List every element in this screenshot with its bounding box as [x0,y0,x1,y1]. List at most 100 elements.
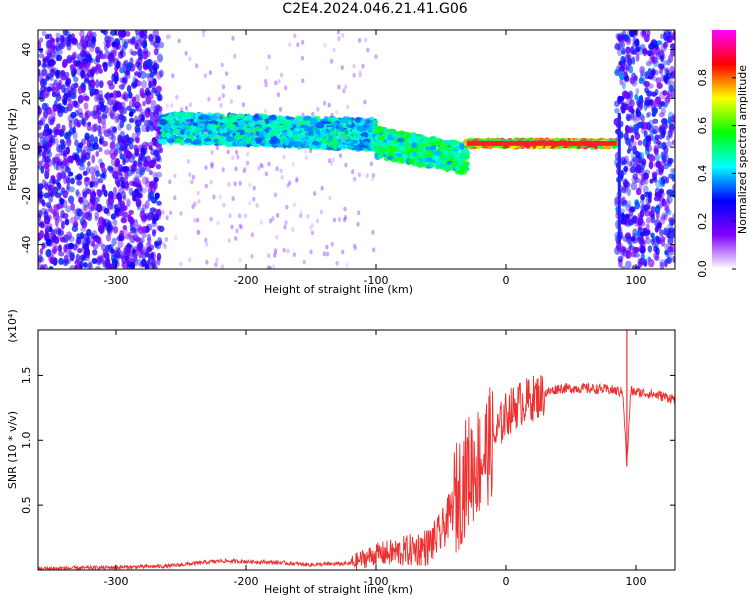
spectrogram-region-3 [388,145,397,153]
spectrogram-region-1 [136,192,144,199]
spectrogram-region-1 [38,53,45,59]
spectrogram-region-1 [144,155,152,165]
spectrogram-region-1 [111,193,118,200]
spectrogram-region-1 [76,122,81,128]
spectrogram-region-1 [40,85,47,93]
spectrogram-region-1 [48,43,55,53]
spectrogram-region-1 [87,260,93,269]
spectrogram-region-1 [134,94,140,103]
spectrogram-region-2 [161,131,166,138]
spectrogram-region-1 [111,73,116,82]
spectrogram-region-5 [637,140,643,146]
spectrogram-region-1 [121,205,128,211]
spectrogram-region-5 [651,171,658,178]
spectrogram-region-1 [123,41,129,49]
spectrogram-region-1 [129,235,136,244]
spectrogram-region-1 [65,40,72,47]
spectrogram-region-1 [115,75,120,82]
spectrogram-region-3 [412,151,418,157]
spectrogram-region-1 [155,85,162,93]
spectrogram-region-1 [156,126,161,134]
spectrogram-region-5 [630,182,638,191]
spectrogram-region-3 [382,131,389,137]
spectrogram-region-1 [38,40,42,50]
spectrogram-region-1 [142,30,148,36]
spectrogram-region-1 [93,110,98,116]
spectrogram-region-1 [159,69,164,78]
spectrogram-region-1 [141,231,147,239]
spectrogram-region-1 [152,120,157,130]
spectrogram-region-5 [652,176,658,183]
spectrogram-region-1 [55,162,60,171]
spectrogram-region-1 [153,106,159,115]
spectrogram-region-1 [87,262,93,269]
spectrogram-region-1 [87,209,92,218]
spectrogram-region-1 [150,99,157,109]
spectrogram-region-1 [41,30,47,36]
spectrogram-region-1 [82,250,87,259]
spectrogram-region-1 [139,36,145,43]
spectrogram-region-1 [51,246,58,255]
spectrogram-region-5 [645,100,651,109]
spectrogram-region-5 [664,75,671,85]
spectrogram-region-1 [95,170,100,177]
spectrogram-region-1 [124,38,129,45]
spectrogram-region-1 [116,167,122,174]
spectrogram-region-1 [38,254,43,263]
spectrogram-region-3 [432,137,441,142]
spectrogram-region-1 [59,40,66,50]
spectrogram-region-1 [114,158,121,167]
chart-title: C2E4.2024.046.21.41.G06 [282,1,468,17]
spectrogram-region-1 [148,244,155,251]
spectrogram-region-3 [438,159,448,165]
spectrogram-region-5 [655,159,661,167]
spectrogram-region-1 [133,174,140,181]
spectrogram-region-1 [60,149,66,156]
spectrogram-region-1 [56,102,63,112]
spectrogram-region-2 [168,119,174,126]
spectrogram-region-1 [137,62,143,71]
spectrogram-region-1 [109,92,114,99]
spectrogram-region-5 [623,165,629,173]
spectrogram-region-2 [238,126,244,130]
spectrogram-region-1 [109,125,116,135]
spectrogram-region-1 [111,134,116,143]
spectrogram-region-2 [170,115,175,120]
spectrogram-region-1 [38,47,44,54]
spectrogram-region-1 [113,126,118,134]
spectrogram-region-1 [148,33,154,42]
spectrogram-region-1 [55,93,62,102]
spectrogram-region-1 [142,47,148,55]
spectrogram-region-1 [98,80,104,89]
spectrogram-region-1 [80,69,86,79]
spectrogram-region-5 [623,75,630,83]
spectrogram-region-1 [133,78,138,86]
spectrogram-region-1 [53,79,58,86]
spectrogram-region-1 [136,162,144,168]
spectrogram-region-1 [123,145,129,153]
spectrogram-region-1 [91,68,95,76]
spectrogram-region-1 [109,141,116,150]
spectrogram-region-3 [455,165,460,172]
spectrogram-region-1 [101,114,108,120]
spectrogram-region-1 [74,239,80,248]
spectrogram-region-1 [135,168,141,175]
spectrogram-region-1 [68,90,73,96]
spectrogram-region-1 [141,252,147,261]
spectrogram-region-1 [120,180,125,188]
spectrogram-region-1 [151,87,157,94]
spectrogram-region-1 [62,190,68,199]
spectrogram-region-1 [48,253,55,263]
spectrogram-region-5 [625,232,631,240]
spectrogram-region-1 [130,37,136,46]
spectrogram-region-1 [125,70,131,76]
spectrogram-region-1 [110,265,116,269]
spectrogram-region-2 [268,114,277,121]
spectrogram-region-1 [156,225,162,231]
spectrogram-region-1 [152,66,158,75]
spectrogram-region-1 [128,111,134,117]
spectrogram-region-2 [218,141,223,146]
spectrogram-region-3 [442,150,448,157]
spectrogram-region-3 [418,159,428,163]
spectrogram-region-1 [49,37,55,44]
